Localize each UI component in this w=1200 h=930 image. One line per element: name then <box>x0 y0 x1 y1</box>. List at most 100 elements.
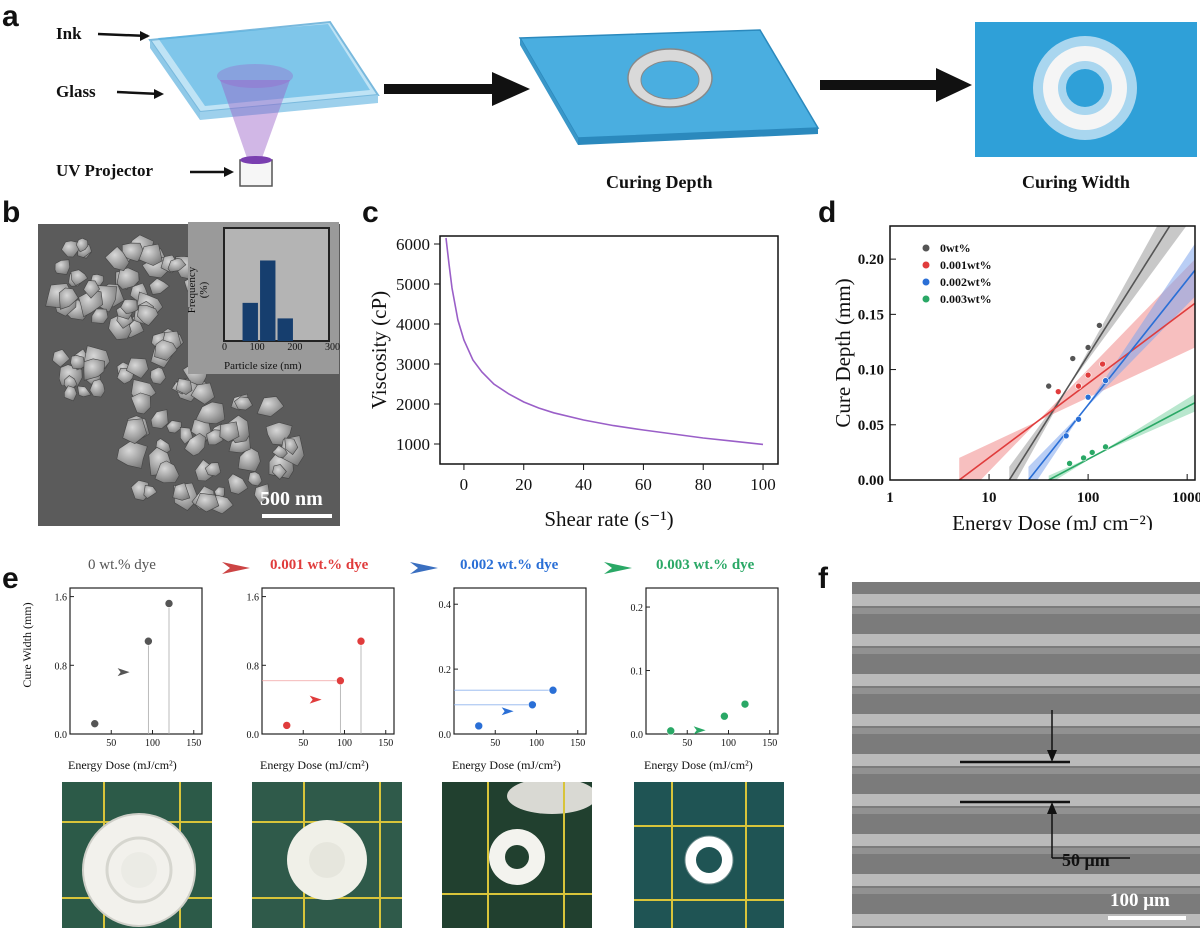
e-xtick-label: 50 <box>106 738 116 749</box>
d-confidence-band <box>959 259 1195 480</box>
e-ytick-label: 1.6 <box>55 593 68 604</box>
sem-particle <box>190 382 215 405</box>
printed-line <box>852 834 1200 846</box>
b-scale-bar-label: 500 nm <box>260 488 323 510</box>
photo-0002wt <box>442 782 592 928</box>
printed-line-edge <box>852 728 1200 734</box>
e-title-1: 0 wt.% dye <box>88 557 156 573</box>
sem-particle <box>175 378 193 395</box>
sem-particle <box>116 267 140 290</box>
e-ytick-label: 0.8 <box>55 661 68 672</box>
d-data-point <box>1075 415 1082 423</box>
d-ylabel: Cure Depth (mm) <box>831 278 855 427</box>
inset-ylabel: Frequency (%) <box>186 266 210 314</box>
e-xtick-label: 50 <box>682 738 692 749</box>
e-ytick-label: 0.1 <box>631 667 644 678</box>
curing-width-label: Curing Width <box>1022 172 1130 192</box>
arrow-icon <box>410 562 438 574</box>
e-xtick-label: 100 <box>721 738 736 749</box>
d-data-point <box>1066 460 1073 467</box>
inset-xticks: 0 100 200 300 <box>222 342 340 353</box>
plane-icon <box>501 707 514 716</box>
sem-particle <box>121 242 145 262</box>
printed-line <box>852 794 1200 806</box>
e-frame <box>69 587 203 735</box>
photo-0wt <box>62 782 212 928</box>
b-scale-bar <box>262 514 332 518</box>
printed-line <box>852 594 1200 606</box>
sem-particle <box>78 289 104 318</box>
e-ytick-label: 0.0 <box>247 730 260 741</box>
cure-depth-chart: 1 10 100 1000 0.00 0.05 0.10 0.15 0.20 Energy Dos… <box>831 225 1200 530</box>
d-legend-marker <box>922 244 930 252</box>
sem-particle <box>143 484 158 499</box>
arrow-down-icon <box>1047 750 1057 762</box>
d-data-point <box>1102 377 1109 384</box>
e-xtick-label: 100 <box>337 738 352 749</box>
sem-particle <box>237 446 261 472</box>
d-data-point <box>1084 371 1092 379</box>
printed-line-edge <box>852 848 1200 854</box>
glass-front-face <box>200 95 378 120</box>
e-data-point <box>740 699 750 709</box>
histogram-bar <box>260 260 276 341</box>
plane-icon <box>117 668 130 677</box>
c-xtick-label: 20 <box>515 475 532 494</box>
d-legend-marker <box>922 261 930 269</box>
e-xlabel-1: Energy Dose (mJ/cm²) <box>68 758 177 772</box>
panel-d-label: d <box>818 196 837 229</box>
uv-beam <box>220 80 290 158</box>
d-data-point <box>1096 322 1103 329</box>
c-ytick-label: 1000 <box>396 435 430 454</box>
process-arrow-2 <box>820 80 940 90</box>
arrow-up-icon <box>1047 802 1057 814</box>
c-ytick-label: 6000 <box>396 235 430 254</box>
e-data-point <box>666 726 676 736</box>
c-ytick-label: 3000 <box>396 355 430 374</box>
e-ytick-label: 0.0 <box>439 730 452 741</box>
printed-line-edge <box>852 648 1200 654</box>
d-data-point <box>1075 382 1082 390</box>
sem-particle <box>154 460 180 484</box>
c-xlabel: Shear rate (s⁻¹) <box>544 507 673 530</box>
sem-particle <box>83 280 100 299</box>
sem-particles <box>45 234 305 515</box>
panel-e-label: e <box>2 562 19 595</box>
sem-particle <box>154 339 178 361</box>
printed-line <box>852 714 1200 726</box>
d-ytick-label: 0.00 <box>858 473 884 489</box>
d-confidence-band <box>1028 243 1195 480</box>
printed-line-edge <box>852 688 1200 694</box>
e-ytick-label: 0.2 <box>439 665 452 676</box>
e-frame <box>261 587 395 735</box>
sem-particle <box>150 409 169 429</box>
sem-particle <box>63 385 78 402</box>
panel-a-schematic <box>97 20 1197 187</box>
arrow-icon <box>604 562 632 574</box>
d-data-point <box>1084 393 1092 401</box>
sem-particle <box>89 378 106 398</box>
d-data-point <box>1080 454 1087 462</box>
sem-particle <box>70 355 86 370</box>
e-data-point <box>528 700 537 710</box>
glass-left-face <box>150 40 200 120</box>
c-xtick-label: 0 <box>460 475 469 494</box>
e-data-point <box>720 711 729 721</box>
d-ytick-label: 0.05 <box>858 418 884 434</box>
e-data-point <box>144 636 153 646</box>
cure-width-charts: 50 100 150 0.0 0.8 1.6 50 100 150 0.0 0.8 1.6 50 100 1… <box>55 562 779 749</box>
e-ylabel: Cure Width (mm) <box>20 602 34 688</box>
sem-particle <box>172 482 191 501</box>
printed-line-edge <box>852 608 1200 614</box>
e-ytick-label: 0.2 <box>631 603 644 614</box>
d-fit-line <box>958 302 1195 480</box>
d-ytick-label: 0.10 <box>858 363 884 379</box>
d-xtick-label: 100 <box>1077 490 1100 506</box>
projector-lens <box>240 156 272 164</box>
d-legend-marker <box>922 278 930 286</box>
panel-c-label: c <box>362 196 379 229</box>
sem-particle <box>52 349 71 368</box>
c-ytick-label: 4000 <box>396 315 430 334</box>
e-data-point <box>336 676 345 686</box>
d-legend-label: 0.002wt% <box>940 275 992 289</box>
